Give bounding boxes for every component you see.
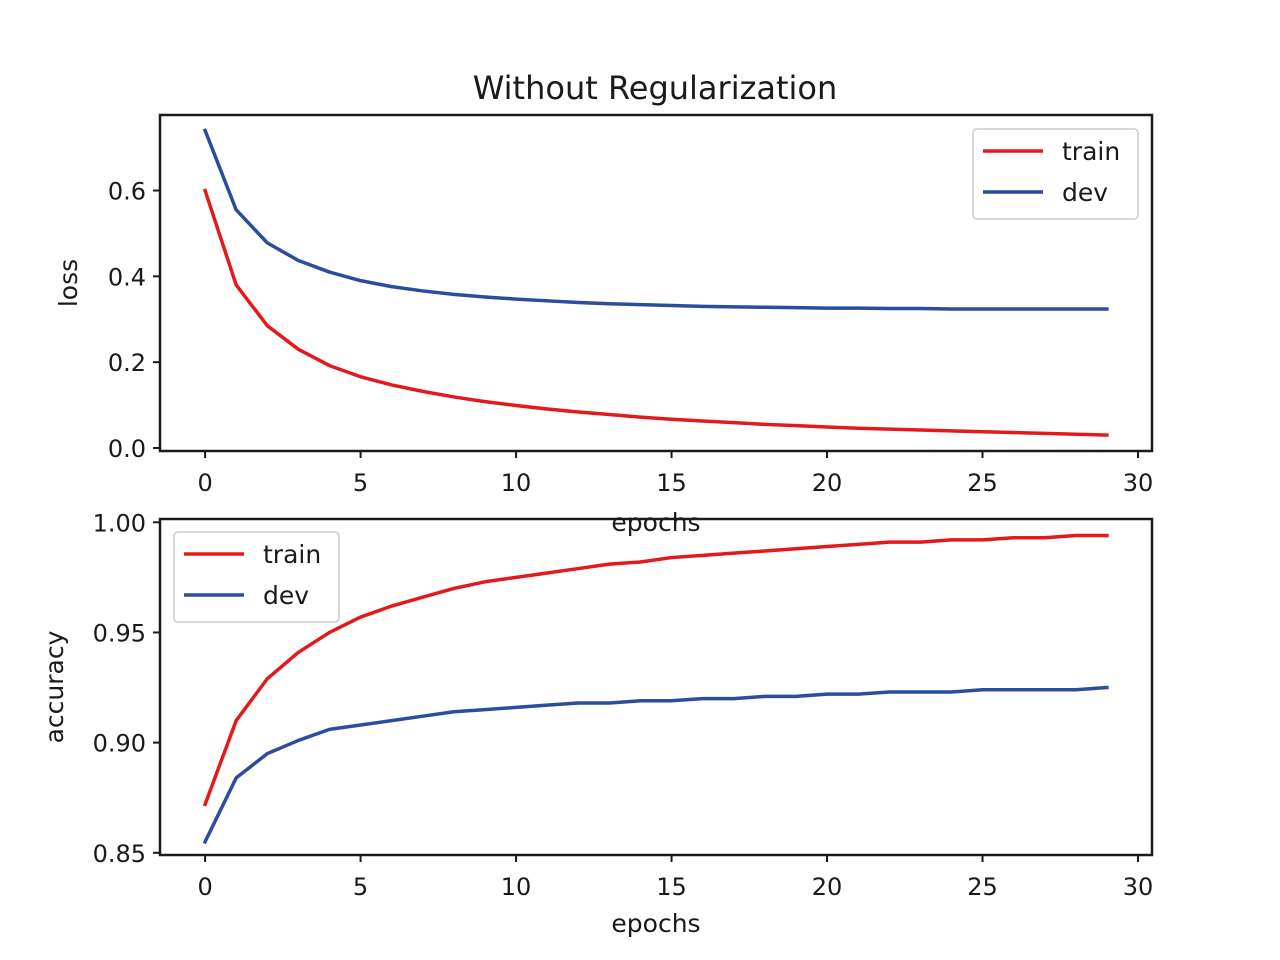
- accuracy-axes-frame: [158, 517, 1154, 857]
- accuracy-y-tick-label: 0.95: [93, 619, 146, 647]
- loss-x-tick-label: 10: [501, 469, 532, 497]
- figure-title: Without Regularization: [473, 69, 838, 107]
- loss-x-tick-label: 15: [656, 469, 687, 497]
- accuracy-legend-label-dev: dev: [263, 581, 309, 610]
- accuracy-x-tick-label: 0: [197, 873, 212, 901]
- loss-legend-label-dev: dev: [1062, 178, 1108, 207]
- accuracy-y-tick-label: 1.00: [93, 509, 146, 537]
- accuracy-x-tick-label: 5: [353, 873, 368, 901]
- accuracy-x-tick-label: 20: [812, 873, 843, 901]
- loss-series-dev-line: [202, 128, 1109, 311]
- loss-y-tick-label: 0.0: [108, 435, 146, 463]
- accuracy-legend-label-train: train: [263, 540, 321, 569]
- loss-legend-label-train: train: [1062, 137, 1120, 166]
- loss-y-tick-label: 0.2: [108, 349, 146, 377]
- accuracy-y-tick-label: 0.90: [93, 730, 146, 758]
- loss-x-tick-label: 25: [967, 469, 998, 497]
- accuracy-plot: 0 5 10 15 20 25 30 0.85 0.90 0.95 1.00 epochs accura…: [40, 509, 1153, 938]
- accuracy-x-tick-label: 30: [1123, 873, 1154, 901]
- accuracy-y-tick-label: 0.85: [93, 840, 146, 868]
- loss-x-tick-label: 20: [812, 469, 843, 497]
- loss-y-tick-label: 0.6: [108, 178, 146, 206]
- accuracy-series-dev-line: [202, 685, 1109, 845]
- accuracy-x-tick-label: 10: [501, 873, 532, 901]
- loss-x-tick-label: 0: [197, 469, 212, 497]
- accuracy-series-train-line: [202, 533, 1109, 807]
- accuracy-y-axis-label: accuracy: [40, 630, 69, 743]
- loss-x-tick-label: 5: [353, 469, 368, 497]
- accuracy-x-tick-label: 25: [967, 873, 998, 901]
- loss-series-train-line: [202, 188, 1109, 437]
- loss-y-axis-label: loss: [54, 259, 83, 307]
- accuracy-x-axis-label: epochs: [611, 909, 700, 938]
- loss-x-axis-label: epochs: [611, 508, 700, 537]
- loss-axes-frame: [158, 113, 1154, 453]
- loss-x-tick-label: 30: [1123, 469, 1154, 497]
- loss-plot: 0 5 10 15 20 25 30 0.0 0.2 0.4 0.6 epochs loss train d…: [54, 113, 1154, 537]
- loss-y-tick-label: 0.4: [108, 263, 146, 291]
- accuracy-x-tick-label: 15: [656, 873, 687, 901]
